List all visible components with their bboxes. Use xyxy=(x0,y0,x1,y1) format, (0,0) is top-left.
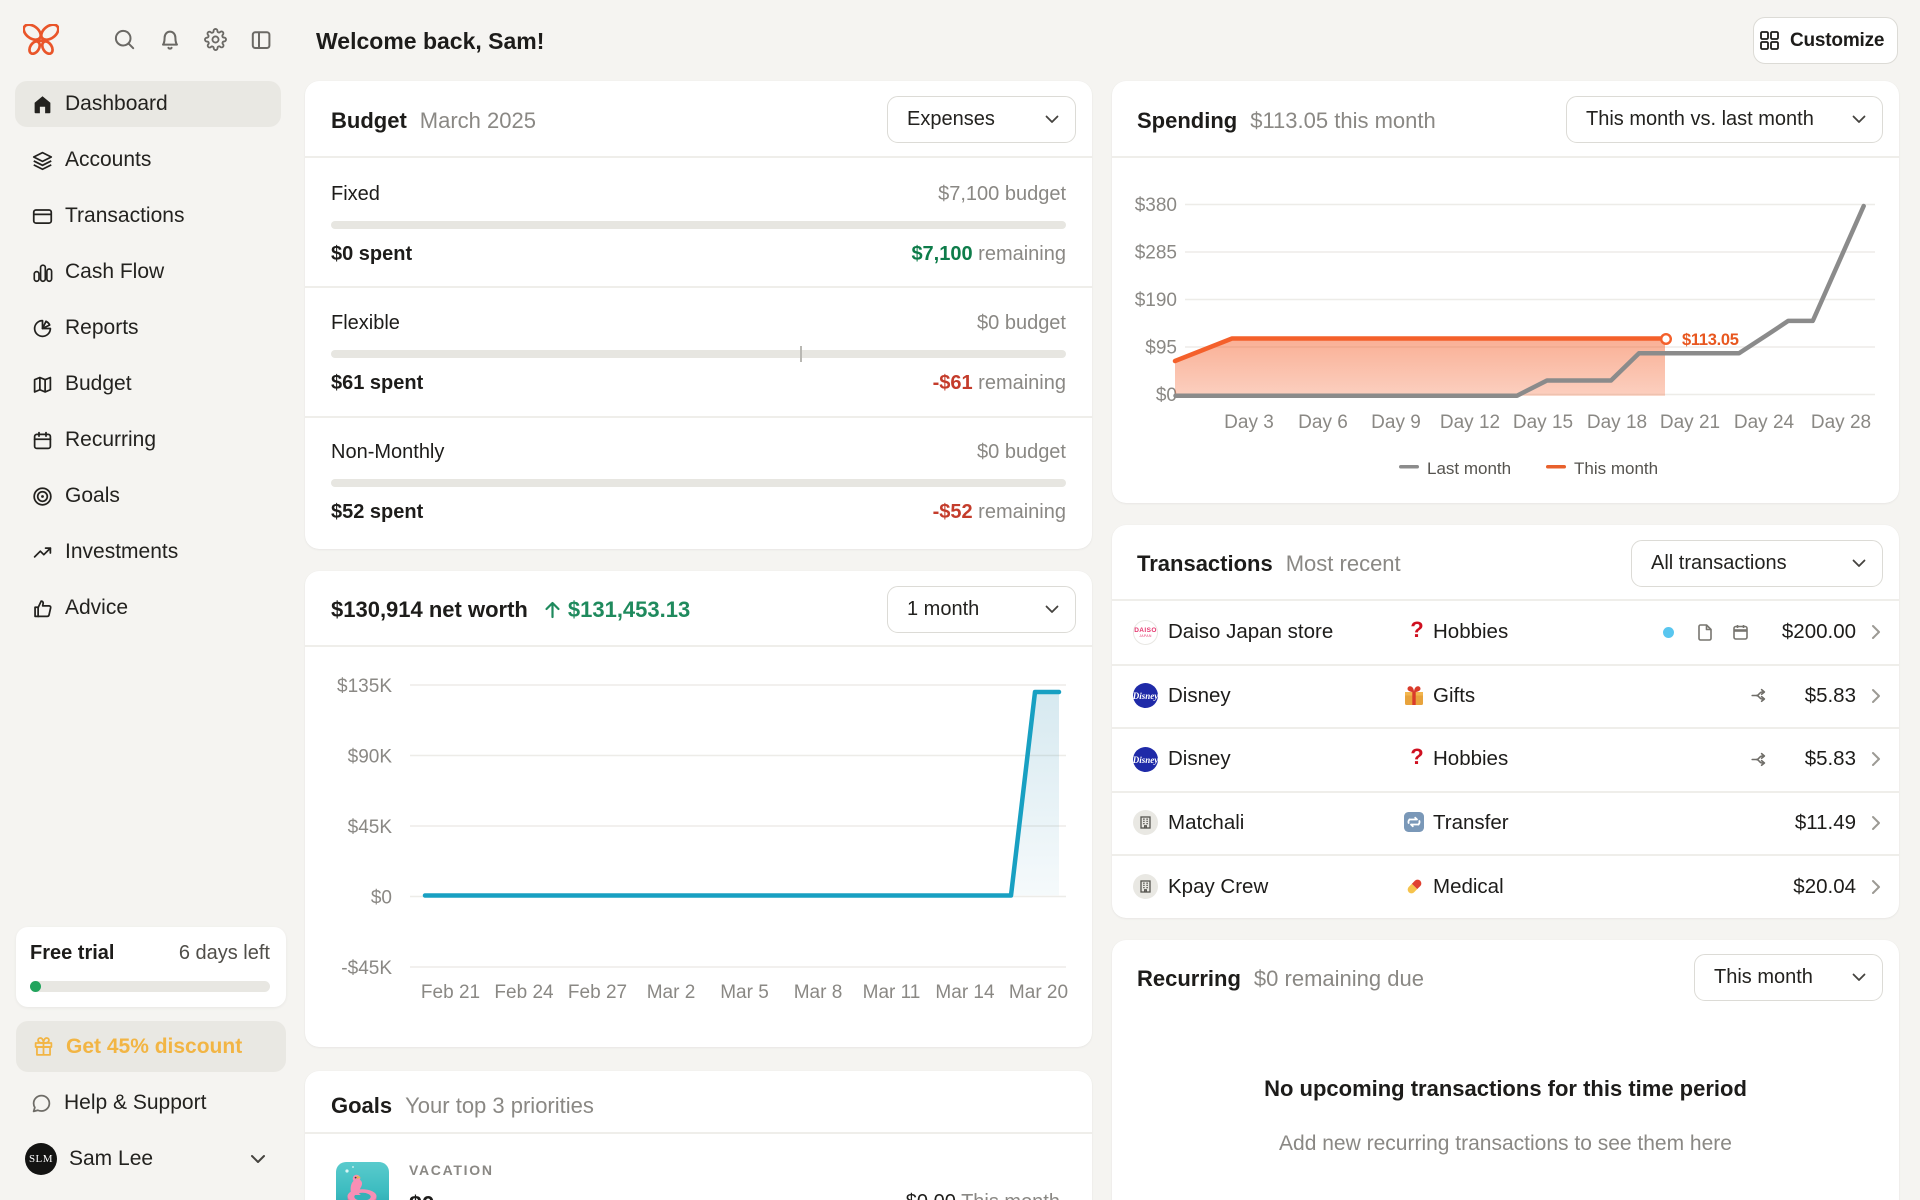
svg-text:Feb 27: Feb 27 xyxy=(568,982,627,1003)
svg-text:$135K: $135K xyxy=(337,676,392,697)
svg-text:Mar 14: Mar 14 xyxy=(935,982,995,1003)
svg-text:Mar 2: Mar 2 xyxy=(647,982,696,1003)
svg-text:Day 6: Day 6 xyxy=(1298,412,1348,433)
svg-text:-$45K: -$45K xyxy=(341,958,392,979)
svg-text:This month: This month xyxy=(1574,459,1658,478)
svg-text:$90K: $90K xyxy=(348,747,393,768)
svg-text:Mar 5: Mar 5 xyxy=(720,982,769,1003)
svg-text:$45K: $45K xyxy=(348,817,393,838)
svg-text:Day 18: Day 18 xyxy=(1587,412,1647,433)
svg-text:Day 9: Day 9 xyxy=(1371,412,1421,433)
svg-text:$285: $285 xyxy=(1135,243,1177,264)
svg-text:Day 24: Day 24 xyxy=(1734,412,1795,433)
svg-text:$0: $0 xyxy=(371,888,392,909)
svg-text:$0: $0 xyxy=(1156,385,1177,406)
svg-text:Day 28: Day 28 xyxy=(1811,412,1871,433)
svg-text:Day 3: Day 3 xyxy=(1224,412,1274,433)
svg-text:$113.05: $113.05 xyxy=(1682,331,1739,349)
svg-text:$380: $380 xyxy=(1135,195,1177,216)
svg-text:Feb 21: Feb 21 xyxy=(421,982,480,1003)
svg-text:Mar 20: Mar 20 xyxy=(1009,982,1068,1003)
svg-text:Mar 11: Mar 11 xyxy=(863,982,921,1003)
svg-text:Feb 24: Feb 24 xyxy=(494,982,554,1003)
svg-text:Mar 8: Mar 8 xyxy=(794,982,843,1003)
svg-text:Day 15: Day 15 xyxy=(1513,412,1573,433)
svg-text:Day 21: Day 21 xyxy=(1660,412,1720,433)
svg-text:Day 12: Day 12 xyxy=(1440,412,1500,433)
svg-text:$190: $190 xyxy=(1135,290,1177,311)
svg-text:Last month: Last month xyxy=(1427,459,1511,478)
svg-text:$95: $95 xyxy=(1145,338,1177,359)
